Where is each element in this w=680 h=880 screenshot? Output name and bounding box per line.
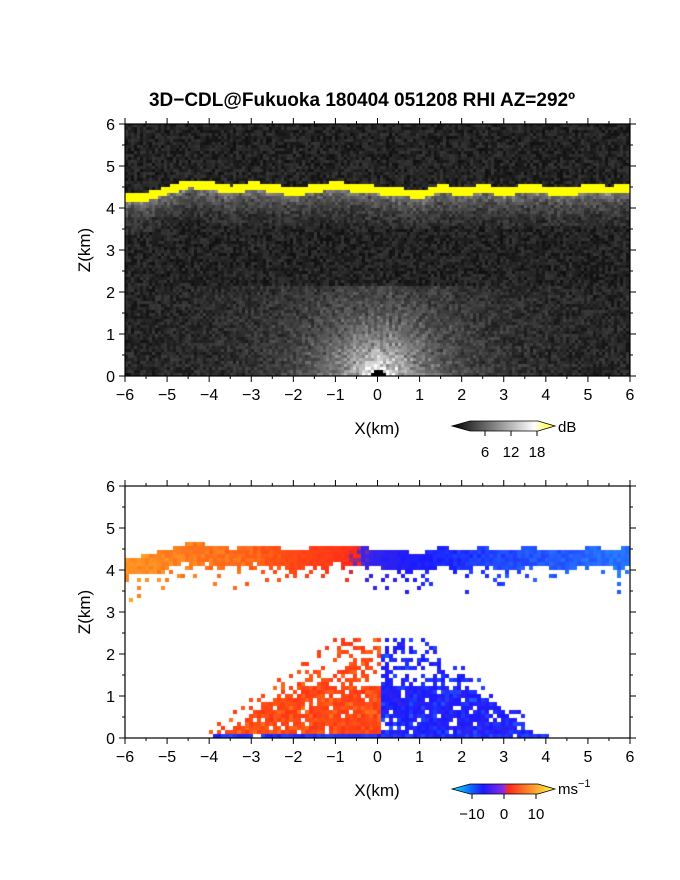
x-tick-label: −5 xyxy=(158,749,176,766)
y-tick-label: 2 xyxy=(106,285,115,302)
x-tick-label: 5 xyxy=(583,749,592,766)
reflectivity-cb-tick-12: 12 xyxy=(503,444,520,461)
reflectivity-ylabel: Z(km) xyxy=(75,228,94,272)
x-tick-label: 1 xyxy=(415,749,424,766)
y-tick-label: 5 xyxy=(106,521,115,538)
x-tick-label: 3 xyxy=(499,749,508,766)
velocity-cb-unit-exp: −1 xyxy=(578,778,591,790)
x-tick-label: −2 xyxy=(284,749,302,766)
x-tick-label: −1 xyxy=(326,387,344,404)
y-tick-label: 6 xyxy=(106,479,115,496)
velocity-xlabel: X(km) xyxy=(354,781,399,800)
x-tick-label: 6 xyxy=(626,387,635,404)
x-tick-label: −5 xyxy=(158,387,176,404)
y-tick-label: 3 xyxy=(106,605,115,622)
velocity-cb-unit-base: ms xyxy=(558,781,578,798)
x-tick-label: 0 xyxy=(373,387,382,404)
y-tick-label: 0 xyxy=(106,369,115,386)
reflectivity-cb-tick-18: 18 xyxy=(529,444,546,461)
x-tick-label: 0 xyxy=(373,749,382,766)
x-tick-label: −6 xyxy=(116,387,134,404)
y-tick-label: 5 xyxy=(106,159,115,176)
x-tick-label: 4 xyxy=(541,749,550,766)
x-tick-label: −4 xyxy=(200,387,218,404)
x-tick-label: 2 xyxy=(457,749,466,766)
velocity-colorbar: −10 0 10 ms−1 xyxy=(450,778,591,823)
y-tick-label: 6 xyxy=(106,117,115,134)
velocity-cb-tick-10: 10 xyxy=(528,806,545,823)
y-tick-label: 1 xyxy=(106,327,115,344)
y-tick-label: 3 xyxy=(106,243,115,260)
velocity-ylabel: Z(km) xyxy=(75,590,94,634)
velocity-cb-unit: ms−1 xyxy=(558,778,591,798)
reflectivity-image xyxy=(125,124,630,376)
velocity-axes: −6 −5 −4 −3 −2 −1 0 1 2 3 4 5 6 0 1 2 3 4 5 6 xyxy=(106,479,636,766)
x-tick-label: −3 xyxy=(242,749,260,766)
x-tick-label: 4 xyxy=(541,387,550,404)
y-tick-label: 1 xyxy=(106,689,115,706)
x-tick-label: −4 xyxy=(200,749,218,766)
reflectivity-cb-unit: dB xyxy=(558,419,576,436)
y-tick-label: 4 xyxy=(106,563,115,580)
reflectivity-axes: −6 −5 −4 −3 −2 −1 0 1 2 3 4 5 6 0 1 2 3 4 5 6 xyxy=(106,117,636,404)
velocity-cb-tick-0: 0 xyxy=(500,806,508,823)
y-tick-label: 4 xyxy=(106,201,115,218)
x-tick-label: −2 xyxy=(284,387,302,404)
reflectivity-colorbar: 6 12 18 dB xyxy=(450,419,576,461)
y-tick-label: 2 xyxy=(106,647,115,664)
y-tick-label: 0 xyxy=(106,731,115,748)
velocity-image xyxy=(125,486,630,738)
x-tick-label: 5 xyxy=(583,387,592,404)
reflectivity-xlabel: X(km) xyxy=(354,419,399,438)
x-tick-label: −6 xyxy=(116,749,134,766)
x-tick-label: 6 xyxy=(626,749,635,766)
velocity-cb-tick-neg10: −10 xyxy=(459,806,484,823)
x-tick-label: −3 xyxy=(242,387,260,404)
x-tick-label: 1 xyxy=(415,387,424,404)
figure-title: 3D−CDL@Fukuoka 180404 051208 RHI AZ=292º xyxy=(149,90,575,111)
x-tick-label: 2 xyxy=(457,387,466,404)
x-tick-label: −1 xyxy=(326,749,344,766)
reflectivity-cb-tick-6: 6 xyxy=(481,444,489,461)
x-tick-label: 3 xyxy=(499,387,508,404)
